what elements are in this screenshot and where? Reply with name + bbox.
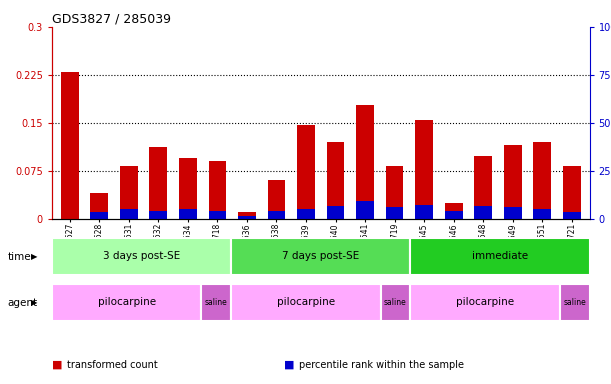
Bar [238,212,256,219]
Text: saline: saline [563,298,586,307]
Text: pilocarpine: pilocarpine [98,297,156,308]
Bar [297,125,315,219]
Text: ▶: ▶ [31,298,37,307]
Bar [208,211,226,219]
Bar [533,209,551,219]
Text: transformed count: transformed count [67,360,158,370]
Bar [386,207,403,219]
Bar [120,166,137,219]
Text: saline: saline [205,298,228,307]
Bar [415,205,433,219]
Bar [231,238,411,275]
Bar [415,120,433,219]
Bar [356,201,374,219]
Bar [297,209,315,219]
Bar [381,284,411,321]
Bar [504,145,522,219]
Bar [231,284,381,321]
Bar [90,212,108,219]
Bar [179,158,197,219]
Bar [386,166,403,219]
Bar [150,211,167,219]
Bar [411,238,590,275]
Bar [563,212,580,219]
Bar [238,216,256,219]
Bar [560,284,590,321]
Bar [179,209,197,219]
Text: GDS3827 / 285039: GDS3827 / 285039 [52,13,171,26]
Bar [563,166,580,219]
Text: percentile rank within the sample: percentile rank within the sample [299,360,464,370]
Bar [90,193,108,219]
Bar [61,72,79,219]
Bar [268,211,285,219]
Text: 7 days post-SE: 7 days post-SE [282,251,359,262]
Bar [445,203,463,219]
Bar [327,206,345,219]
Text: ■: ■ [284,360,295,370]
Bar [150,147,167,219]
Bar [208,161,226,219]
Text: time: time [7,252,31,262]
Text: ■: ■ [52,360,62,370]
Bar [533,142,551,219]
Bar [504,207,522,219]
Bar [411,284,560,321]
Text: 3 days post-SE: 3 days post-SE [103,251,180,262]
Bar [474,206,492,219]
Bar [120,209,137,219]
Bar [474,156,492,219]
Text: pilocarpine: pilocarpine [456,297,514,308]
Bar [327,142,345,219]
Text: pilocarpine: pilocarpine [277,297,335,308]
Text: saline: saline [384,298,407,307]
Bar [52,238,231,275]
Bar [201,284,231,321]
Bar [356,105,374,219]
Bar [445,211,463,219]
Text: agent: agent [7,298,37,308]
Text: immediate: immediate [472,251,528,262]
Bar [268,180,285,219]
Bar [52,284,201,321]
Text: ▶: ▶ [31,252,37,261]
